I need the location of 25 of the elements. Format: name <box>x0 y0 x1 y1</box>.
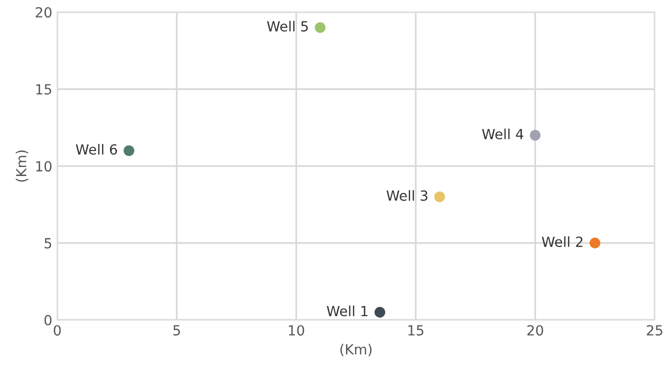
x-tick-label: 25 <box>646 325 662 336</box>
point <box>314 22 326 33</box>
y-tick-label: 10 <box>36 161 52 172</box>
y-tick-label: 15 <box>36 84 52 95</box>
y-axis-title: (Km) <box>16 150 28 182</box>
point <box>374 306 386 318</box>
series-label: Well 4 <box>482 128 524 140</box>
x-tick-label: 20 <box>527 325 544 336</box>
point <box>124 145 134 156</box>
x-axis-title: (Km) <box>340 344 372 356</box>
y-tick-label: 0 <box>44 314 52 326</box>
point <box>590 238 600 248</box>
series-label: Well 5 <box>267 20 308 32</box>
series-label: Well 6 <box>76 144 117 155</box>
x-tick-label: 15 <box>408 325 424 336</box>
series-label: Well 1 <box>326 306 368 316</box>
x-tick-label: 10 <box>288 325 304 336</box>
y-tick-label: 20 <box>36 7 52 18</box>
y-tick-label: 5 <box>44 238 52 248</box>
series-label: Well 3 <box>386 190 428 201</box>
x-tick-label: 5 <box>173 325 180 336</box>
x-tick-label: 0 <box>54 325 61 336</box>
point <box>530 130 541 141</box>
point <box>434 191 445 202</box>
series-label: Well 2 <box>542 236 582 248</box>
